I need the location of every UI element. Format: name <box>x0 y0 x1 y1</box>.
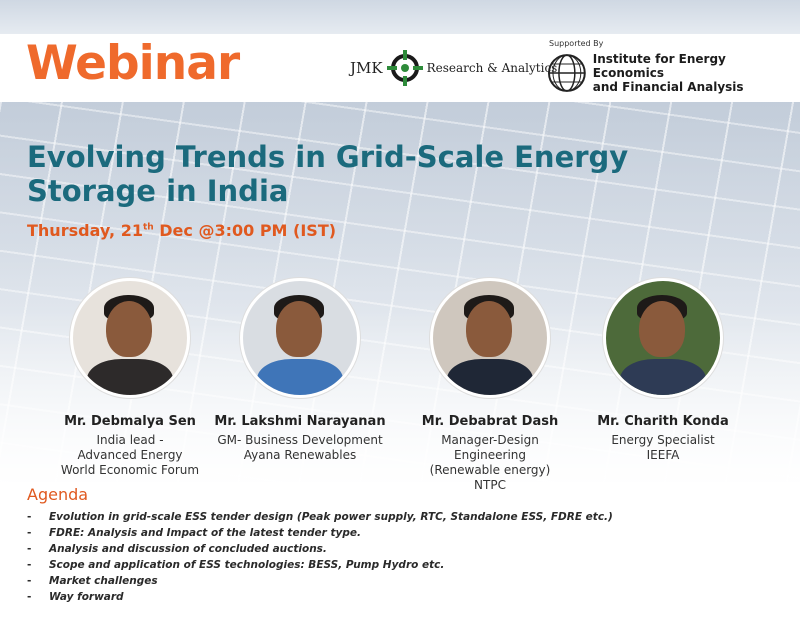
speaker-role-line: GM- Business Development <box>217 433 383 447</box>
agenda-item: - FDRE: Analysis and Impact of the latest… <box>27 525 613 541</box>
speaker-role-line: (Renewable energy) <box>429 463 551 477</box>
photo-head <box>106 301 152 357</box>
photo-body <box>257 359 343 395</box>
agenda-item: - Evolution in grid-scale ESS tender desi… <box>27 509 613 525</box>
crosshair-icon <box>386 50 423 86</box>
speaker-name: Mr. Charith Konda <box>597 414 729 429</box>
header: Webinar JMK Research & Analytics Support… <box>0 34 800 102</box>
event-date: Thursday, 21th Dec @3:00 PM (IST) <box>27 221 336 240</box>
speaker-role-line: Engineering <box>454 448 526 462</box>
speaker-card: Mr. Debabrat Dash Manager-Design Engineeri… <box>395 278 585 493</box>
agenda-item-text: Way forward <box>49 591 124 603</box>
photo-head <box>276 301 322 357</box>
event-day-suffix: th <box>142 222 154 233</box>
agenda-item-text: Scope and application of ESS technologie… <box>49 559 445 571</box>
agenda-list: - Evolution in grid-scale ESS tender desi… <box>27 509 613 605</box>
speaker-role-line: NTPC <box>474 478 506 492</box>
speaker-photo <box>70 278 190 398</box>
photo-body <box>87 359 173 395</box>
speaker-role-line: Energy Specialist <box>611 433 715 447</box>
bullet-dash: - <box>27 543 32 555</box>
ieefa-name-line1: Institute for Energy Economics <box>592 52 726 80</box>
photo-body <box>620 359 706 395</box>
agenda-item: - Scope and application of ESS technologi… <box>27 557 613 573</box>
agenda-item-text: Analysis and discussion of concluded auc… <box>49 543 327 555</box>
webinar-title: Webinar <box>26 36 240 91</box>
agenda-item-text: Market challenges <box>49 575 158 587</box>
bullet-dash: - <box>27 559 32 571</box>
event-time: Dec @3:00 PM (IST) <box>153 221 337 240</box>
speaker-role-line: India lead - <box>96 433 164 447</box>
bullet-dash: - <box>27 575 32 587</box>
speaker-role-line: World Economic Forum <box>60 463 200 477</box>
agenda-item: - Market challenges <box>27 573 613 589</box>
photo-head <box>639 301 685 357</box>
photo-head <box>466 301 512 357</box>
speaker-name: Mr. Debabrat Dash <box>421 414 559 429</box>
event-title: Evolving Trends in Grid-Scale Energy Sto… <box>27 140 629 208</box>
event-day: Thursday, 21 <box>27 221 143 240</box>
speaker-photo <box>603 278 723 398</box>
agenda-title: Agenda <box>27 485 89 504</box>
speaker-role: India lead - Advanced Energy World Economi… <box>35 433 225 478</box>
speaker-role: Energy Specialist IEEFA <box>568 433 758 463</box>
bullet-dash: - <box>27 527 32 539</box>
agenda-item-text: Evolution in grid-scale ESS tender desig… <box>49 511 613 523</box>
agenda-item: - Way forward <box>27 589 613 605</box>
speaker-role-line: IEEFA <box>646 448 680 462</box>
speaker-card: Mr. Lakshmi Narayanan GM- Business Develo… <box>205 278 395 463</box>
jmk-subtitle: Research & Analytics <box>426 61 558 75</box>
speaker-name: Mr. Debmalya Sen <box>64 414 196 429</box>
bullet-dash: - <box>27 591 32 603</box>
globe-icon <box>547 54 586 92</box>
speaker-role-line: Manager-Design <box>441 433 539 447</box>
speaker-role-line: Advanced Energy <box>77 448 183 462</box>
ieefa-name: Institute for Energy Economics and Finan… <box>593 52 800 94</box>
speaker-card: Mr. Debmalya Sen India lead - Advanced Ene… <box>35 278 225 478</box>
jmk-logo: JMK Research & Analytics <box>350 48 557 88</box>
agenda-item: - Analysis and discussion of concluded au… <box>27 541 613 557</box>
jmk-name: JMK <box>350 59 383 77</box>
agenda-item-text: FDRE: Analysis and Impact of the latest … <box>49 527 362 539</box>
speaker-card: Mr. Charith Konda Energy Specialist IEEFA <box>568 278 758 463</box>
speaker-photo <box>240 278 360 398</box>
speaker-name: Mr. Lakshmi Narayanan <box>214 414 386 429</box>
top-banner-background <box>0 0 800 34</box>
ieefa-name-line2: and Financial Analysis <box>592 80 744 94</box>
speaker-role-line: Ayana Renewables <box>243 448 357 462</box>
ieefa-logo: Institute for Energy Economics and Finan… <box>547 52 800 94</box>
speaker-role: GM- Business Development Ayana Renewables <box>205 433 395 463</box>
speaker-role: Manager-Design Engineering (Renewable ener… <box>395 433 585 493</box>
speaker-photo <box>430 278 550 398</box>
photo-body <box>447 359 533 395</box>
bullet-dash: - <box>27 511 32 523</box>
supported-by-label: Supported By <box>549 39 604 48</box>
